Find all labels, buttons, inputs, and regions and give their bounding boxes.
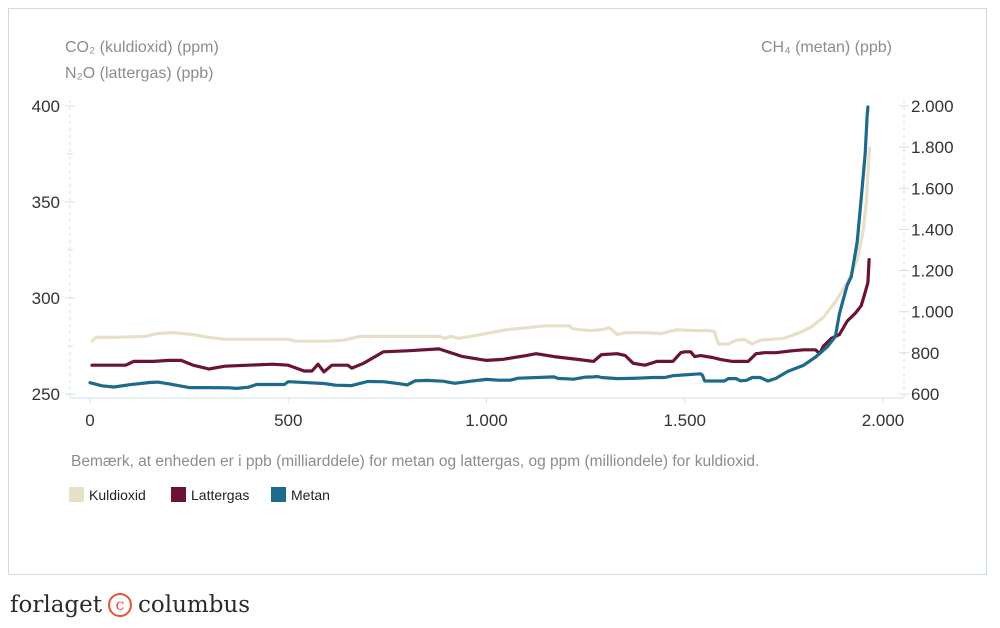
series-line-kuldioxid xyxy=(90,146,872,346)
unit-note: Bemærk, at enheden er i ppb (milliarddel… xyxy=(71,453,759,470)
legend-swatch-kuldioxid xyxy=(69,487,84,502)
legend-swatch-metan xyxy=(271,487,286,502)
x-tick-label: 0 xyxy=(85,411,94,430)
legend-label-kuldioxid: Kuldioxid xyxy=(89,487,146,503)
series-group xyxy=(88,105,872,390)
x-tick-label: 500 xyxy=(274,411,302,430)
legend-swatch-lattergas xyxy=(171,487,186,502)
x-tick-label: 1.500 xyxy=(663,411,706,430)
x-tick-label: 1.000 xyxy=(465,411,508,430)
chart-svg: CO₂ (kuldioxid) (ppm) N₂O (lattergas) (p… xyxy=(32,39,954,503)
publisher-logo: forlaget c columbus xyxy=(10,592,250,618)
legend-label-lattergas: Lattergas xyxy=(191,487,249,503)
x-tick-label: 2.000 xyxy=(862,411,905,430)
legend: Kuldioxid Lattergas Metan xyxy=(69,487,330,503)
right-tick-label: 1.600 xyxy=(911,179,954,198)
right-tick-label: 1.400 xyxy=(911,220,954,239)
right-tick-label: 2.000 xyxy=(911,97,954,116)
series-line-metan xyxy=(88,105,870,390)
left-axis-title-co2: CO₂ (kuldioxid) (ppm) xyxy=(65,39,219,56)
right-y-axis: 600 800 1.000 1.200 1.400 1.600 1.800 2.000 xyxy=(899,97,954,404)
publisher-name-right: columbus xyxy=(138,592,251,618)
left-tick-label: 350 xyxy=(32,193,60,212)
right-tick-label: 600 xyxy=(911,385,939,404)
left-y-axis: 250 300 350 400 xyxy=(32,97,75,404)
right-tick-label: 800 xyxy=(911,344,939,363)
right-axis-title-ch4: CH₄ (metan) (ppb) xyxy=(761,39,892,56)
left-axis-title-n2o: N₂O (lattergas) (ppb) xyxy=(65,65,213,82)
x-axis: 0 500 1.000 1.500 2.000 xyxy=(85,398,904,430)
series-line-lattergas xyxy=(90,258,871,374)
left-tick-label: 250 xyxy=(32,385,60,404)
left-tick-label: 300 xyxy=(32,289,60,308)
copyright-mark-icon: c xyxy=(108,593,132,617)
publisher-name-left: forlaget xyxy=(10,592,102,618)
right-tick-label: 1.800 xyxy=(911,138,954,157)
legend-label-metan: Metan xyxy=(291,487,330,503)
chart-frame: CO₂ (kuldioxid) (ppm) N₂O (lattergas) (p… xyxy=(8,8,987,575)
right-tick-label: 1.000 xyxy=(911,303,954,322)
left-tick-label: 400 xyxy=(32,97,60,116)
right-tick-label: 1.200 xyxy=(911,262,954,281)
